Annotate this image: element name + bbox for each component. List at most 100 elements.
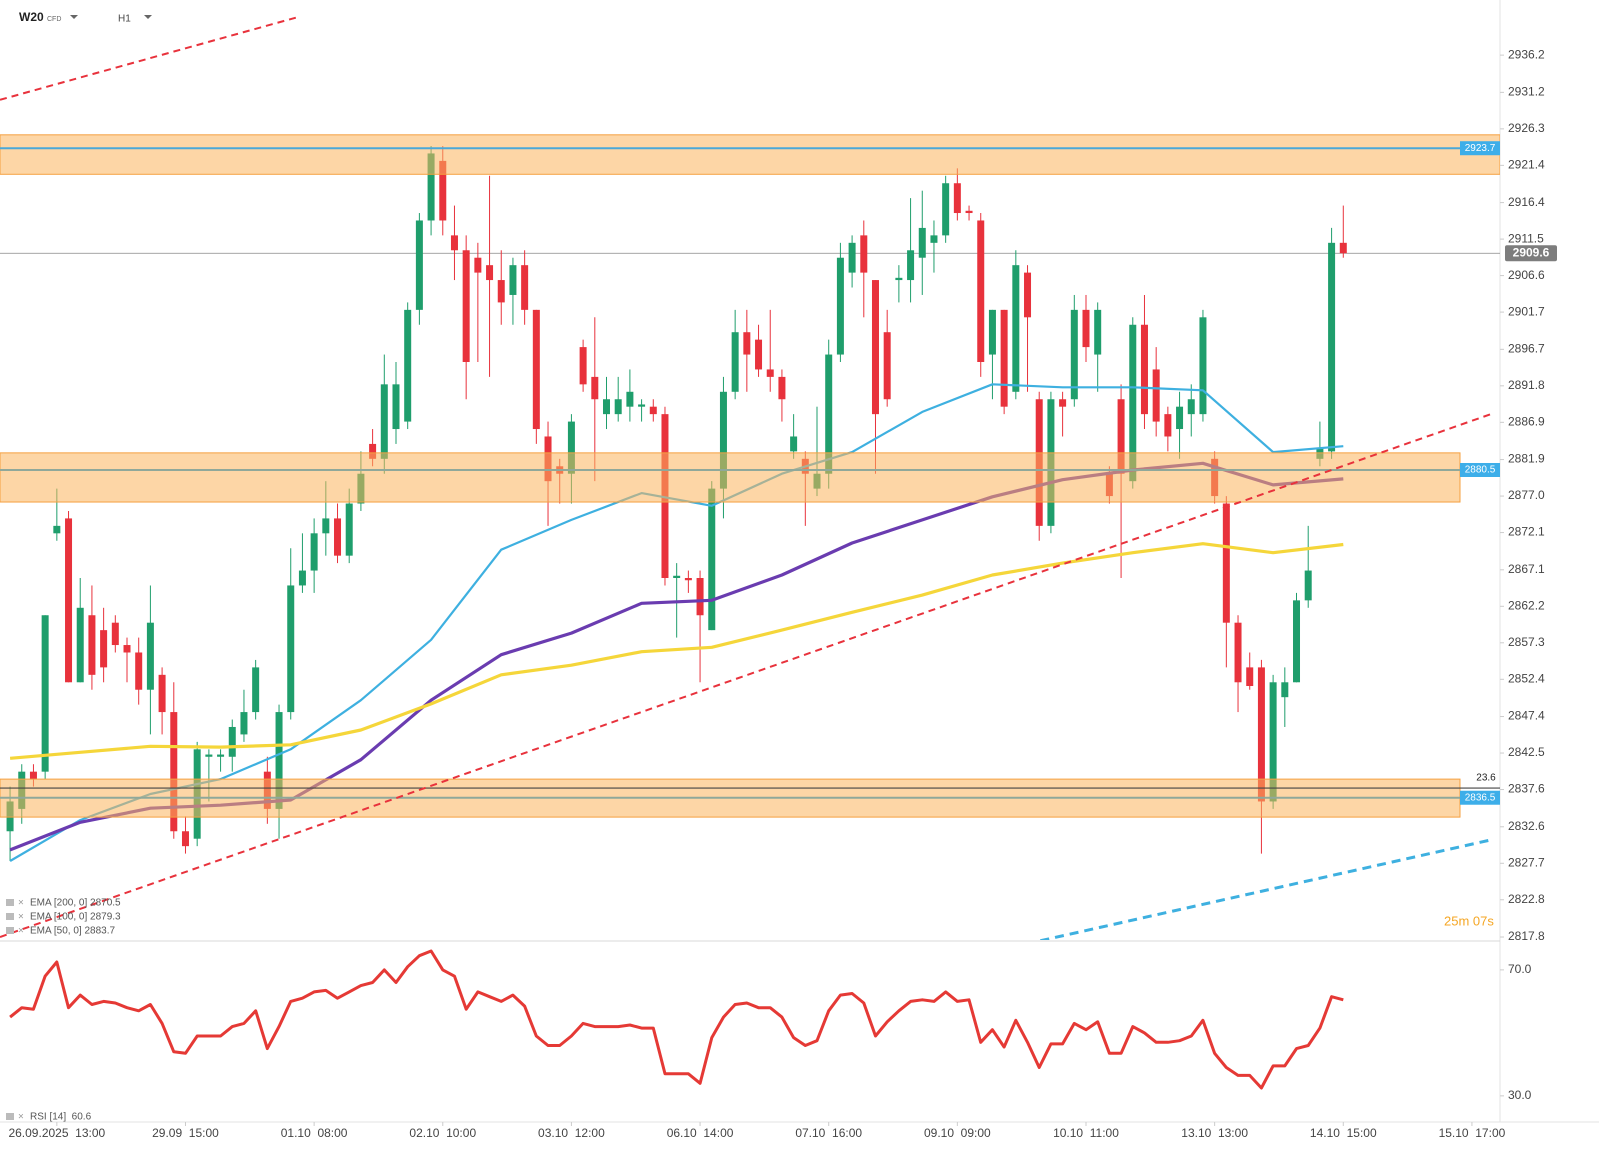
candle-body bbox=[591, 376, 599, 400]
candle-body bbox=[743, 332, 751, 355]
y-tick-label: 2916.4 bbox=[1508, 195, 1545, 209]
timeframe[interactable]: H1 bbox=[118, 14, 131, 25]
candle-body bbox=[1234, 622, 1242, 683]
candle-body bbox=[755, 339, 763, 370]
candle-body bbox=[497, 280, 505, 303]
candle-body bbox=[439, 160, 447, 221]
candle-body bbox=[1339, 242, 1347, 254]
candle-body bbox=[88, 615, 96, 675]
candle-body bbox=[29, 771, 37, 780]
y-tick-label: 2901.7 bbox=[1508, 304, 1545, 318]
candle-body bbox=[146, 622, 154, 690]
y-tick-label: 2877.0 bbox=[1508, 488, 1545, 502]
legend-icon bbox=[6, 927, 14, 934]
candle-body bbox=[1117, 399, 1125, 474]
candle-body bbox=[848, 242, 856, 273]
candle-body bbox=[673, 575, 681, 579]
candle-body bbox=[521, 265, 529, 310]
candle-body bbox=[790, 436, 798, 452]
candle-body bbox=[953, 183, 961, 214]
x-tick-label: 07.10 16:00 bbox=[795, 1126, 862, 1140]
candle-body bbox=[1199, 317, 1207, 415]
candle-body bbox=[930, 235, 938, 243]
candle-body bbox=[1246, 667, 1254, 687]
plot bbox=[0, 16, 1500, 940]
x-tick-label: 06.10 14:00 bbox=[667, 1126, 734, 1140]
x-tick-label: 02.10 10:00 bbox=[409, 1126, 476, 1140]
y-tick-label: 2867.1 bbox=[1508, 562, 1545, 576]
candle-body bbox=[170, 712, 178, 832]
legend-close: × bbox=[18, 912, 24, 923]
candle-body bbox=[240, 712, 248, 735]
candle-body bbox=[123, 645, 131, 653]
candle-body bbox=[1328, 242, 1336, 452]
candle-body bbox=[766, 369, 774, 377]
y-tick-label: 2832.6 bbox=[1508, 819, 1545, 833]
candle-body bbox=[1164, 414, 1172, 437]
candle-body bbox=[895, 277, 903, 281]
candle-body bbox=[614, 399, 622, 415]
candle-body bbox=[918, 227, 926, 258]
y-tick-label: 2857.3 bbox=[1508, 635, 1545, 649]
symbol[interactable]: W20 bbox=[19, 10, 44, 24]
candle-body bbox=[392, 384, 400, 430]
last-price-box bbox=[1505, 245, 1557, 262]
fib-label: 23.6 bbox=[1476, 773, 1496, 784]
x-tick-label: 01.10 08:00 bbox=[281, 1126, 348, 1140]
y-tick-label: 2926.3 bbox=[1508, 121, 1545, 135]
candle-body bbox=[1293, 600, 1301, 683]
candle-body bbox=[228, 726, 236, 757]
candle-body bbox=[310, 533, 318, 571]
legend-entry: EMA [50, 0] 2883.7 bbox=[30, 926, 115, 937]
candle-body bbox=[181, 831, 189, 847]
candle-body bbox=[1187, 399, 1195, 415]
candle-body bbox=[135, 652, 143, 690]
candle-body bbox=[474, 257, 482, 273]
level-label: 2923.7 bbox=[1465, 143, 1496, 154]
candle-body bbox=[1304, 570, 1312, 601]
timeframe-dropdown[interactable] bbox=[144, 15, 152, 19]
zone bbox=[0, 452, 1461, 503]
candle-body bbox=[322, 518, 330, 534]
candle-body bbox=[579, 347, 587, 385]
symbol-dropdown[interactable] bbox=[70, 15, 78, 19]
candle-body bbox=[427, 153, 435, 221]
candle-body bbox=[532, 309, 540, 430]
legend-close: × bbox=[18, 926, 24, 937]
candle-body bbox=[217, 754, 225, 757]
candle-body bbox=[287, 585, 295, 713]
y-tick-label: 2886.9 bbox=[1508, 415, 1545, 429]
legend-close: × bbox=[18, 898, 24, 909]
candle-body bbox=[778, 376, 786, 400]
zone bbox=[0, 134, 1500, 175]
candle-body bbox=[509, 265, 517, 295]
y-tick-label: 2936.2 bbox=[1508, 47, 1545, 61]
level-label: 2836.5 bbox=[1465, 792, 1496, 803]
x-tick-label: 29.09 15:00 bbox=[152, 1126, 219, 1140]
candle-body bbox=[252, 667, 260, 713]
candle-body bbox=[684, 578, 692, 581]
level-label-box bbox=[1460, 141, 1500, 156]
candle-body bbox=[41, 615, 49, 772]
candle-body bbox=[649, 406, 657, 415]
candle-countdown: 25m 07s bbox=[1444, 913, 1494, 928]
candle-body bbox=[719, 391, 727, 489]
x-tick-label: 26.09.2025 13:00 bbox=[8, 1126, 105, 1140]
candle-body bbox=[1059, 399, 1067, 407]
candle-body bbox=[1222, 503, 1230, 623]
x-tick-label: 15.10 17:00 bbox=[1439, 1126, 1506, 1140]
trendline bbox=[1040, 837, 1494, 940]
candle-body bbox=[111, 622, 119, 646]
y-tick-label: 2881.9 bbox=[1508, 452, 1545, 466]
y-tick-label: 2837.6 bbox=[1508, 782, 1545, 796]
candle-body bbox=[404, 309, 412, 422]
candle-body bbox=[1024, 272, 1032, 318]
y-tick-label: 2906.6 bbox=[1508, 268, 1545, 282]
candle-body bbox=[53, 525, 61, 534]
candle-body bbox=[942, 183, 950, 236]
y-tick-label: 2822.8 bbox=[1508, 892, 1545, 906]
candle-body bbox=[100, 630, 108, 668]
instrument-type: CFD bbox=[47, 16, 61, 23]
candle-body bbox=[883, 332, 891, 400]
